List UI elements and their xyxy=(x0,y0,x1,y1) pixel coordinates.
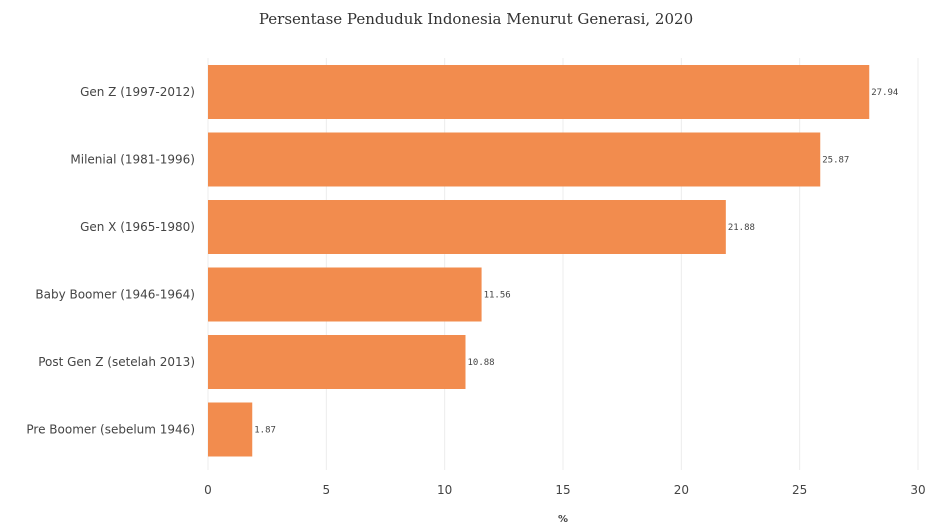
category-label: Milenial (1981-1996) xyxy=(70,153,195,167)
bars: 27.94 25.87 21.88 11.56 10.88 1.87 xyxy=(208,65,898,457)
data-label: 11.56 xyxy=(484,291,511,301)
gridlines xyxy=(207,58,919,470)
bar[interactable] xyxy=(208,65,870,119)
category-label: Baby Boomer (1946-1964) xyxy=(35,288,195,302)
data-label: 21.88 xyxy=(728,223,755,233)
data-label: 1.87 xyxy=(254,426,276,436)
category-label: Gen X (1965-1980) xyxy=(80,220,195,234)
category-label: Gen Z (1997-2012) xyxy=(80,85,195,99)
x-tick-label: 30 xyxy=(910,483,925,497)
category-label: Post Gen Z (setelah 2013) xyxy=(38,355,195,369)
x-tick-label: 10 xyxy=(437,483,452,497)
x-tick-label: 25 xyxy=(792,483,807,497)
x-tick-label: 20 xyxy=(674,483,689,497)
x-axis-title: % xyxy=(558,514,568,525)
data-label: 25.87 xyxy=(822,156,849,166)
x-tick-label: 15 xyxy=(555,483,570,497)
bar[interactable] xyxy=(208,200,726,254)
data-label: 10.88 xyxy=(467,358,494,368)
category-label: Pre Boomer (sebelum 1946) xyxy=(26,423,195,437)
bar[interactable] xyxy=(208,132,821,187)
chart-title: Persentase Penduduk Indonesia Menurut Ge… xyxy=(259,10,693,28)
x-axis-labels: 0 5 10 15 20 25 30 xyxy=(204,483,925,497)
bar[interactable] xyxy=(208,267,482,322)
y-axis-labels: Gen Z (1997-2012) Milenial (1981-1996) Gen… xyxy=(26,85,195,437)
bar[interactable] xyxy=(208,335,466,389)
bar[interactable] xyxy=(208,402,253,457)
data-label: 27.94 xyxy=(871,88,898,98)
x-tick-label: 5 xyxy=(323,483,331,497)
x-tick-label: 0 xyxy=(204,483,212,497)
